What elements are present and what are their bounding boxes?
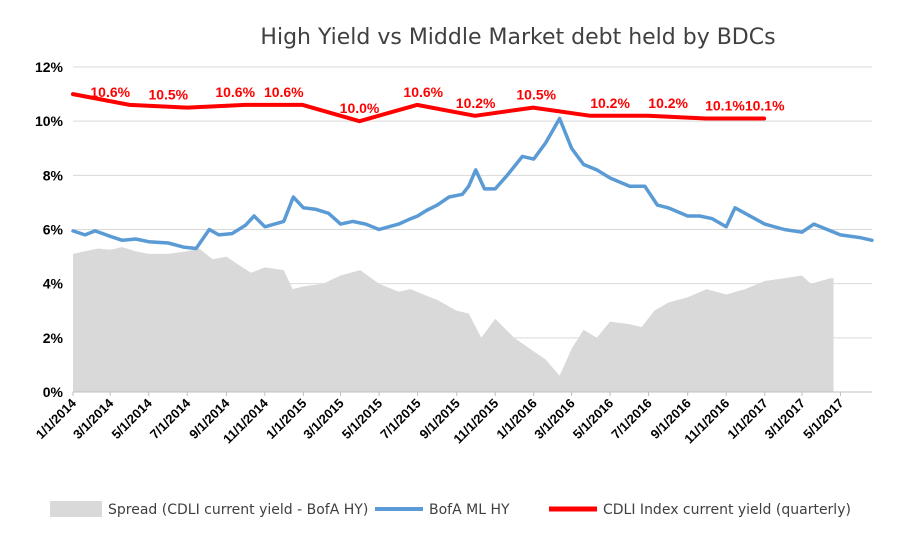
x-tick-label: 5/1/2016	[570, 396, 616, 442]
x-tick-label: 7/1/2015	[377, 396, 423, 442]
x-axis: 1/1/20143/1/20145/1/20147/1/20149/1/2014…	[33, 391, 872, 447]
data-label: 10.6%	[403, 84, 443, 100]
data-label: 10.6%	[90, 84, 130, 100]
y-tick-label: 12%	[35, 59, 64, 75]
x-tick-label: 3/1/2014	[70, 395, 117, 442]
line-layer	[71, 92, 874, 251]
x-tick-label: 5/1/2017	[800, 396, 846, 442]
spread-area	[73, 247, 834, 392]
bofa-ml-hy-line	[71, 116, 874, 251]
x-tick-label: 3/1/2015	[300, 396, 346, 442]
data-label: 10.5%	[516, 87, 556, 103]
y-tick-label: 6%	[43, 222, 64, 238]
data-label: 10.1%	[745, 97, 785, 113]
legend-label: CDLI Index current yield (quarterly)	[603, 502, 851, 518]
y-tick-label: 10%	[35, 113, 64, 129]
chart-title: High Yield vs Middle Market debt held by…	[260, 25, 775, 50]
x-tick-label: 3/1/2017	[762, 396, 808, 442]
legend-swatch	[50, 501, 102, 517]
x-tick-label: 7/1/2014	[147, 395, 194, 442]
legend-label: Spread (CDLI current yield - BofA HY)	[108, 502, 368, 518]
data-label: 10.6%	[215, 84, 255, 100]
y-axis: 0% 2% 4% 6% 8% 10% 12%	[35, 59, 64, 400]
x-tick-label: 1/1/2016	[493, 396, 539, 442]
y-tick-label: 8%	[43, 167, 64, 183]
label-layer: 10.6% 10.5% 10.6% 10.6% 10.0% 10.6% 10.2% 10.5%…	[90, 84, 785, 116]
legend-item: CDLI Index current yield (quarterly)	[549, 502, 851, 518]
x-tick-label: 1/1/2015	[263, 396, 309, 442]
x-tick-label: 5/1/2015	[339, 396, 385, 442]
x-tick-label: 3/1/2016	[531, 396, 577, 442]
legend: Spread (CDLI current yield - BofA HY) Bof…	[50, 501, 851, 518]
data-label: 10.0%	[340, 100, 380, 116]
data-label: 10.6%	[264, 84, 304, 100]
data-label: 10.1%	[705, 97, 745, 113]
legend-label: BofA ML HY	[429, 502, 510, 518]
data-label: 10.2%	[456, 95, 496, 111]
data-label: 10.5%	[148, 87, 188, 103]
legend-item: Spread (CDLI current yield - BofA HY)	[50, 501, 368, 518]
x-tick-label: 1/1/2017	[724, 396, 770, 442]
data-label: 10.2%	[648, 95, 688, 111]
y-tick-label: 4%	[43, 276, 64, 292]
y-tick-label: 0%	[43, 384, 64, 400]
y-tick-label: 2%	[43, 330, 64, 346]
cdli-yield-line	[71, 92, 767, 124]
legend-item: BofA ML HY	[375, 502, 510, 518]
data-label: 10.2%	[590, 95, 630, 111]
x-tick-label: 5/1/2014	[108, 395, 155, 442]
x-tick-label: 7/1/2016	[608, 396, 654, 442]
area-layer	[73, 247, 834, 392]
